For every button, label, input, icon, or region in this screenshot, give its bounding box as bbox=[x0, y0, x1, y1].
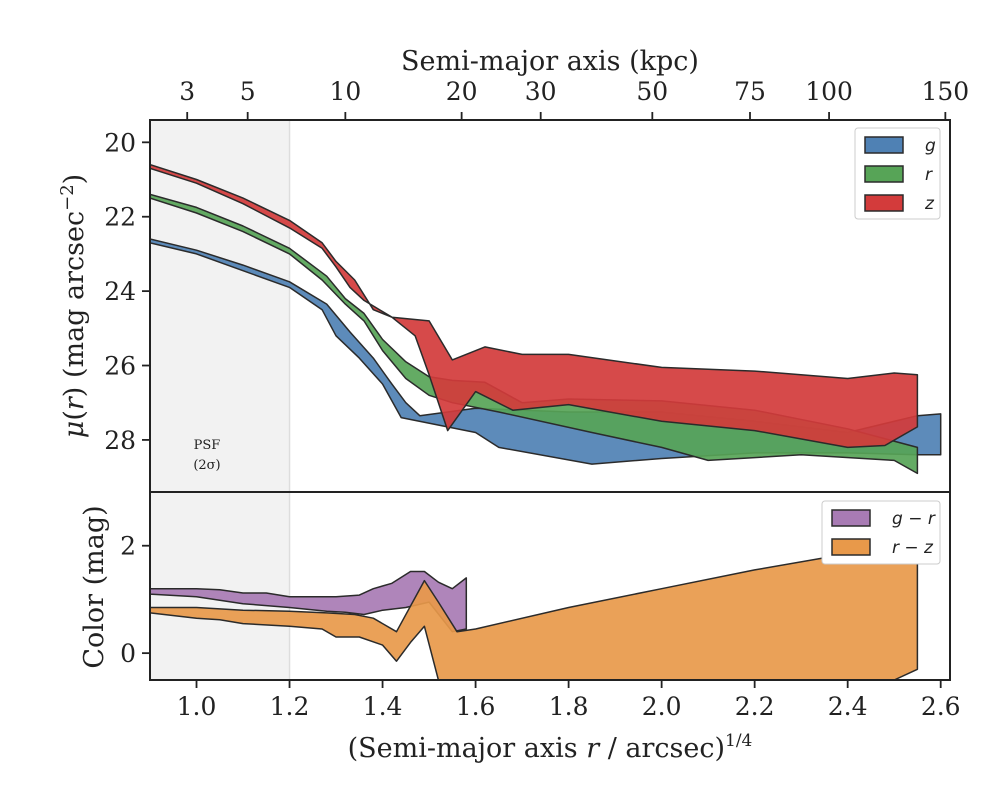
bottom-panel-frame bbox=[149, 491, 951, 681]
x-axis-title: (Semi-major axis r / arcsec)1/4 bbox=[348, 731, 753, 764]
bottom-x-tick-label: 2.6 bbox=[921, 692, 961, 721]
top-x-tick-label: 150 bbox=[921, 77, 969, 106]
legend-swatch-r bbox=[864, 165, 904, 183]
bottom-y-tick-label: 0 bbox=[120, 639, 136, 668]
psf-label-line1: PSF bbox=[194, 438, 221, 453]
top-y-tick-label: 22 bbox=[104, 203, 136, 232]
legend-label-z: z bbox=[924, 194, 935, 214]
y-title-r: r bbox=[59, 395, 90, 410]
legend-label-gr: g − r bbox=[892, 509, 936, 529]
legend-bottom: g − r r − z bbox=[821, 500, 941, 565]
top-x-tick-label: 30 bbox=[525, 77, 557, 106]
surface-brightness-panel: 20 22 24 26 28 3 5 10 20 30 50 75 100 150 PSF (2σ) S… bbox=[57, 46, 969, 493]
x-title-exp: 1/4 bbox=[725, 731, 752, 751]
x-title-prefix: (Semi-major axis bbox=[348, 733, 587, 764]
color-panel: 0 2 1.0 1.2 1.4 1.6 1.8 2.0 2.2 2.4 2.6 Color (ma… bbox=[79, 491, 961, 764]
top-x-tick-label: 50 bbox=[636, 77, 668, 106]
top-x-tick-label: 100 bbox=[805, 77, 853, 106]
y-axis-title-top: μ(r) (mag arcsec−2) bbox=[57, 174, 90, 438]
bottom-x-tick-label: 2.0 bbox=[642, 692, 682, 721]
top-x-tick-label: 10 bbox=[329, 77, 361, 106]
top-x-tick-label: 3 bbox=[179, 77, 195, 106]
bottom-y-tick-label: 2 bbox=[120, 532, 136, 561]
legend-swatch-g bbox=[864, 136, 904, 154]
y-title-exp: −2 bbox=[57, 184, 78, 211]
surface-brightness-band-2 bbox=[150, 163, 919, 449]
psf-shaded-region bbox=[150, 120, 290, 492]
bottom-x-tick-label: 1.6 bbox=[456, 692, 496, 721]
bottom-x-tick-label: 2.2 bbox=[735, 692, 775, 721]
top-y-tick-label: 26 bbox=[104, 352, 136, 381]
legend-label-r: r bbox=[925, 165, 933, 185]
psf-shaded-region-bottom bbox=[150, 492, 290, 680]
legend-swatch-gr bbox=[831, 509, 871, 527]
legend-swatch-rz bbox=[831, 538, 871, 556]
top-x-tick-label: 75 bbox=[734, 77, 766, 106]
psf-label-line2: (2σ) bbox=[193, 458, 220, 473]
legend-top: grz bbox=[854, 127, 941, 220]
top-y-tick-label: 24 bbox=[104, 277, 136, 306]
top-axis-title: Semi-major axis (kpc) bbox=[401, 46, 699, 77]
y-title-unit: (mag arcsec bbox=[59, 211, 90, 387]
bottom-x-tick-label: 1.8 bbox=[549, 692, 589, 721]
x-title-mid: / arcsec) bbox=[599, 733, 725, 764]
top-x-tick-label: 5 bbox=[240, 77, 256, 106]
x-title-r: r bbox=[586, 733, 601, 764]
legend-swatch-z bbox=[864, 194, 904, 212]
bottom-x-tick-label: 1.4 bbox=[363, 692, 403, 721]
top-y-tick-label: 20 bbox=[104, 128, 136, 157]
y-title-mu: μ bbox=[59, 421, 90, 439]
y-axis-title-bottom: Color (mag) bbox=[79, 505, 110, 668]
legend-label-g: g bbox=[925, 136, 936, 156]
bottom-x-tick-label: 2.4 bbox=[828, 692, 868, 721]
bottom-x-tick-label: 1.2 bbox=[270, 692, 310, 721]
top-y-tick-label: 28 bbox=[104, 426, 136, 455]
top-x-tick-label: 20 bbox=[446, 77, 478, 106]
y-title-close: ) bbox=[59, 174, 90, 185]
legend-label-rz: r − z bbox=[892, 538, 934, 558]
bottom-x-tick-label: 1.0 bbox=[177, 692, 217, 721]
color-band-0 bbox=[150, 570, 468, 633]
color-band-1 bbox=[150, 531, 919, 680]
